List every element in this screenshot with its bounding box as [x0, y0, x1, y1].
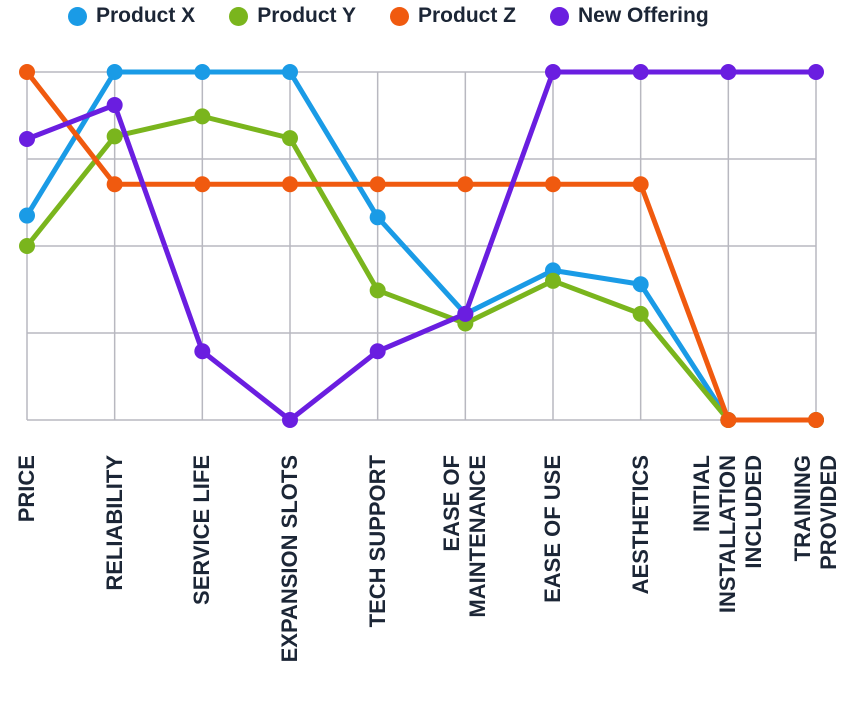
series-line	[26, 69, 816, 423]
data-point	[194, 176, 211, 193]
data-point	[194, 108, 211, 125]
data-point	[457, 176, 474, 193]
data-point	[632, 176, 649, 193]
x-tick-label: RELIABILITY	[101, 455, 127, 591]
data-point	[19, 130, 35, 147]
data-point	[808, 412, 824, 428]
data-point	[282, 412, 298, 428]
x-tick-label: AESTHETICS	[627, 455, 653, 595]
data-point	[545, 64, 561, 80]
series-line	[24, 69, 816, 423]
legend: Product X Product Y Product Z New Offering	[68, 4, 743, 28]
legend-label: Product X	[96, 4, 196, 27]
data-point	[808, 64, 824, 80]
data-point	[369, 343, 386, 360]
data-point	[106, 97, 123, 114]
x-tick-label: EASE OF MAINTENANCE	[439, 455, 491, 618]
data-point	[19, 64, 35, 80]
x-tick-label: PRICE	[14, 455, 39, 523]
x-tick-label: TRAINING PROVIDED	[790, 454, 841, 570]
data-point	[194, 64, 211, 80]
legend-item: Product X	[68, 4, 195, 28]
data-point	[545, 176, 561, 193]
data-point	[106, 128, 123, 145]
data-point	[282, 176, 298, 193]
data-point	[106, 176, 123, 193]
data-point	[369, 282, 386, 299]
series-line	[25, 113, 816, 423]
data-point	[369, 209, 386, 226]
x-tick-label: SERVICE LIFE	[189, 455, 215, 605]
x-tick-label: EXPANSION SLOTS	[277, 455, 302, 663]
legend-item: New Offering	[549, 4, 709, 28]
legend-label: Product Y	[257, 4, 356, 27]
legend-marker	[549, 6, 569, 26]
data-point	[632, 64, 649, 80]
legend-item: Product Z	[389, 4, 516, 28]
data-point	[282, 64, 298, 80]
data-point	[545, 272, 561, 289]
data-point	[632, 276, 649, 293]
x-tick-label: TECH SUPPORT	[364, 455, 390, 628]
x-tick-label: EASE OF USE	[540, 455, 565, 603]
legend-marker	[389, 6, 409, 26]
data-point	[369, 176, 386, 193]
data-point	[457, 305, 474, 322]
legend-label: New Offering	[577, 4, 709, 27]
data-point	[19, 238, 35, 254]
data-point	[282, 130, 298, 147]
legend-marker	[68, 6, 87, 26]
legend-marker	[229, 6, 249, 26]
data-point	[19, 207, 35, 224]
series-line	[25, 70, 816, 423]
data-point	[720, 412, 737, 428]
data-point	[106, 64, 123, 80]
legend-label: Product Z	[417, 4, 516, 27]
data-point	[632, 305, 649, 322]
data-point	[194, 343, 211, 360]
data-point	[720, 64, 737, 80]
legend-item: Product Y	[229, 4, 356, 28]
x-tick-label: INITIAL INSTALLATION INCLUDED	[689, 455, 767, 614]
